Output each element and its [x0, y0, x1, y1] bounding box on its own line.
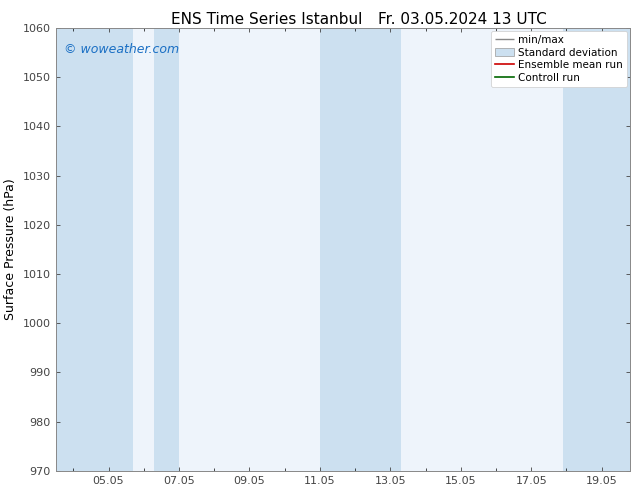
Bar [154, 28, 179, 471]
Y-axis label: Surface Pressure (hPa): Surface Pressure (hPa) [4, 178, 17, 320]
Bar [563, 28, 630, 471]
Text: Fr. 03.05.2024 13 UTC: Fr. 03.05.2024 13 UTC [378, 12, 547, 27]
Bar [320, 28, 401, 471]
Bar [56, 28, 133, 471]
Text: ENS Time Series Istanbul: ENS Time Series Istanbul [171, 12, 362, 27]
Text: © woweather.com: © woweather.com [64, 43, 179, 56]
Legend: min/max, Standard deviation, Ensemble mean run, Controll run: min/max, Standard deviation, Ensemble me… [491, 31, 626, 87]
